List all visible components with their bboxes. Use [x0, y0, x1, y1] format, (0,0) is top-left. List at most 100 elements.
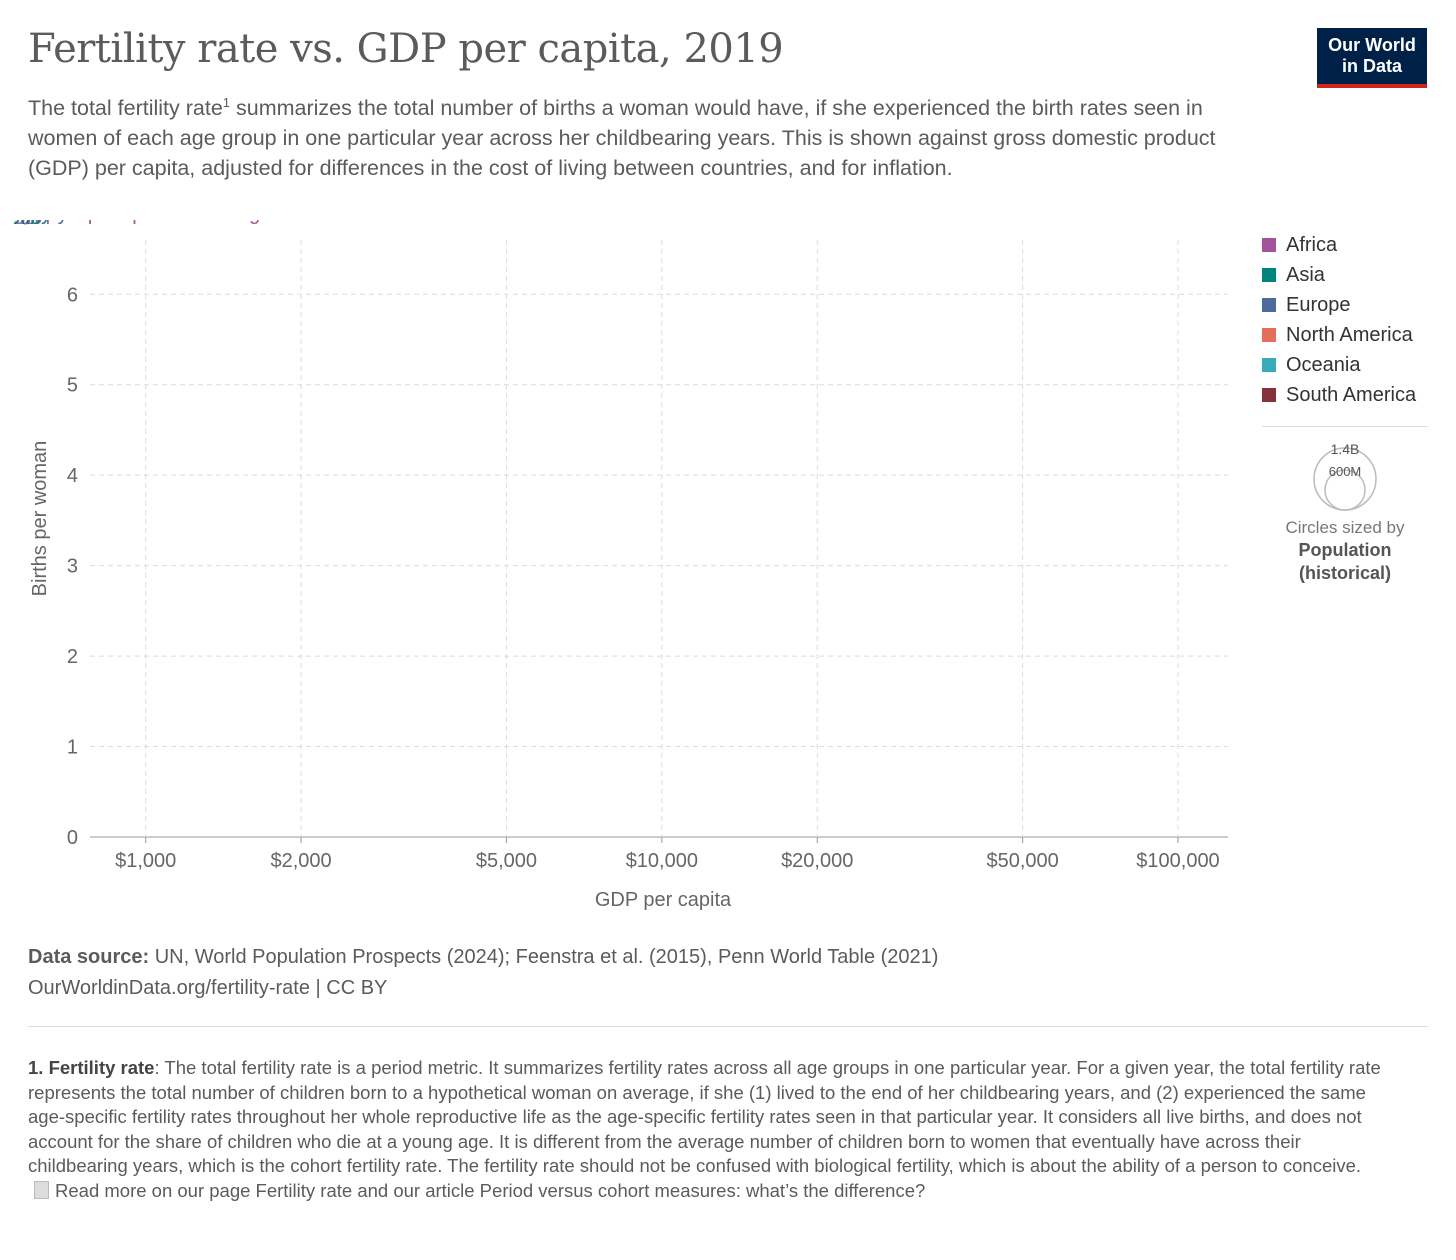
x-tick-label: $20,000	[781, 850, 853, 872]
label-india: India	[0, 220, 53, 226]
logo-line-1: Our World	[1328, 35, 1416, 55]
x-axis-label: GDP per capita	[595, 889, 732, 911]
size-legend: 1.4B 600M Circles sized by Population (h…	[1262, 426, 1428, 585]
size-legend-circles: 1.4B 600M	[1313, 441, 1377, 511]
footnote: 1. Fertility rate: The total fertility r…	[28, 1056, 1388, 1203]
document-icon	[34, 1180, 49, 1199]
label-ethiopia: Ethiopia	[0, 220, 73, 225]
label-burundi: Burundi	[0, 220, 69, 225]
logo-line-2: in Data	[1341, 56, 1402, 76]
size-circle-large	[1313, 447, 1377, 511]
label-kenya: Kenya	[0, 220, 58, 225]
region-legend: Africa Asia Europe North America Oceania…	[1262, 230, 1416, 410]
x-tick-label: $100,000	[1136, 850, 1219, 872]
label-thailand: Thailand	[0, 220, 77, 225]
data-source: Data source: UN, World Population Prospe…	[28, 942, 938, 1004]
source-label: Data source:	[28, 946, 150, 968]
y-tick-label: 2	[67, 646, 78, 668]
legend-item-africa[interactable]: Africa	[1262, 230, 1416, 260]
label-haiti: Haiti	[0, 220, 40, 225]
size-caption-line1: Circles sized by	[1285, 518, 1405, 537]
footnote-label: 1. Fertility rate	[28, 1057, 155, 1078]
legend-label: Asia	[1286, 263, 1325, 286]
footnote-readmore-link[interactable]: Read more on our page Fertility rate and…	[55, 1179, 926, 1201]
legend-label: North America	[1286, 323, 1413, 346]
label-panama: Panama	[0, 220, 75, 225]
legend-label: Europe	[1286, 293, 1351, 316]
label-rwanda: Rwanda	[0, 220, 74, 225]
label-gabon: Gabon	[0, 220, 60, 225]
label-cote-d-ivoire: Cote d'Ivoire	[0, 220, 112, 225]
label-nepal: Nepal	[0, 220, 52, 225]
owid-logo[interactable]: Our World in Data	[1317, 28, 1427, 88]
footnote-text: : The total fertility rate is a period m…	[28, 1057, 1381, 1176]
label-angola: Angola	[0, 220, 63, 225]
label-jamaica: Jamaica	[0, 220, 75, 225]
oceania-swatch-icon	[1262, 358, 1276, 372]
legend-label: Africa	[1286, 233, 1338, 256]
y-tick-label: 4	[67, 465, 78, 487]
legend-item-europe[interactable]: Europe	[1262, 290, 1416, 320]
legend-item-asia[interactable]: Asia	[1262, 260, 1416, 290]
x-tick-label: $50,000	[986, 850, 1058, 872]
label-vietnam: Vietnam	[0, 220, 73, 225]
north-america-swatch-icon	[1262, 328, 1276, 342]
legend-item-south-america[interactable]: South America	[1262, 380, 1416, 410]
y-tick-label: 6	[67, 284, 78, 306]
y-tick-label: 1	[67, 737, 78, 759]
label-kyrgyzstan: Kyrgyzstan	[0, 220, 99, 225]
legend-label: South America	[1286, 383, 1417, 406]
x-tick-label: $5,000	[476, 850, 537, 872]
y-tick-label: 3	[67, 556, 78, 578]
x-tick-label: $2,000	[270, 850, 331, 872]
divider	[28, 1026, 1428, 1027]
label-egypt: Egypt	[0, 220, 52, 225]
y-tick-label: 5	[67, 375, 78, 397]
africa-swatch-icon	[1262, 238, 1276, 252]
label-pakistan: Pakistan	[0, 220, 81, 225]
label-norway: Norway	[0, 220, 68, 225]
label-kazakhstan: Kazakhstan	[0, 220, 105, 225]
label-botswana: Botswana	[0, 220, 89, 225]
subtitle-text-rest: summarizes the total number of births a …	[28, 96, 1216, 181]
label-indonesia: Indonesia	[0, 220, 91, 225]
label-malawi: Malawi	[0, 220, 62, 225]
label-equatorial-guinea: Equatorial Guinea	[0, 220, 161, 225]
chart-subtitle: The total fertility rate1 summarizes the…	[28, 88, 1268, 183]
label-saudi-arabia: Saudi Arabia	[0, 220, 114, 225]
subtitle-text: The total fertility rate	[28, 96, 223, 121]
label-syria: Syria	[0, 220, 46, 225]
label-china: China	[0, 220, 63, 226]
legend-label: Oceania	[1286, 353, 1361, 376]
size-label-large: 1.4B	[1331, 441, 1360, 457]
legend-item-north-america[interactable]: North America	[1262, 320, 1416, 350]
label-greece: Greece	[0, 220, 66, 225]
asia-swatch-icon	[1262, 268, 1276, 282]
x-tick-label: $10,000	[626, 850, 698, 872]
label-united-states: United States	[0, 220, 132, 225]
y-tick-label: 0	[67, 827, 78, 849]
size-caption: Circles sized by Population (historical)	[1262, 517, 1428, 585]
label-lesotho: Lesotho	[0, 220, 71, 225]
size-circle-small	[1324, 469, 1366, 511]
size-label-small: 600M	[1329, 464, 1362, 479]
label-democratic-republic-of-congo: Democratic Republic of Congo	[0, 220, 271, 225]
label-nigeria: Nigeria	[0, 220, 67, 225]
europe-swatch-icon	[1262, 298, 1276, 312]
label-mozambique: Mozambique	[0, 220, 115, 225]
x-tick-label: $1,000	[115, 850, 176, 872]
size-caption-bold2: (historical)	[1298, 563, 1391, 583]
label-japan: Japan	[0, 220, 55, 225]
chart-title: Fertility rate vs. GDP per capita, 2019	[28, 26, 784, 72]
footnote-marker[interactable]: 1	[222, 95, 231, 110]
label-south-korea: South Korea	[0, 220, 112, 225]
size-caption-bold1: Population	[1298, 540, 1392, 560]
scatter-chart: 0 1 2 3 4 5 6 $1,000 $2,000 $5,000 $10,000 $20,000 $…	[0, 220, 1228, 911]
source-text[interactable]: UN, World Population Prospects (2024); F…	[149, 946, 939, 968]
source-url[interactable]: OurWorldinData.org/fertility-rate | CC B…	[28, 977, 388, 999]
y-axis-label: Births per woman	[29, 441, 51, 597]
label-tanzania: Tanzania	[0, 220, 81, 225]
south-america-swatch-icon	[1262, 388, 1276, 402]
label-iraq: Iraq	[0, 220, 34, 225]
legend-item-oceania[interactable]: Oceania	[1262, 350, 1416, 380]
